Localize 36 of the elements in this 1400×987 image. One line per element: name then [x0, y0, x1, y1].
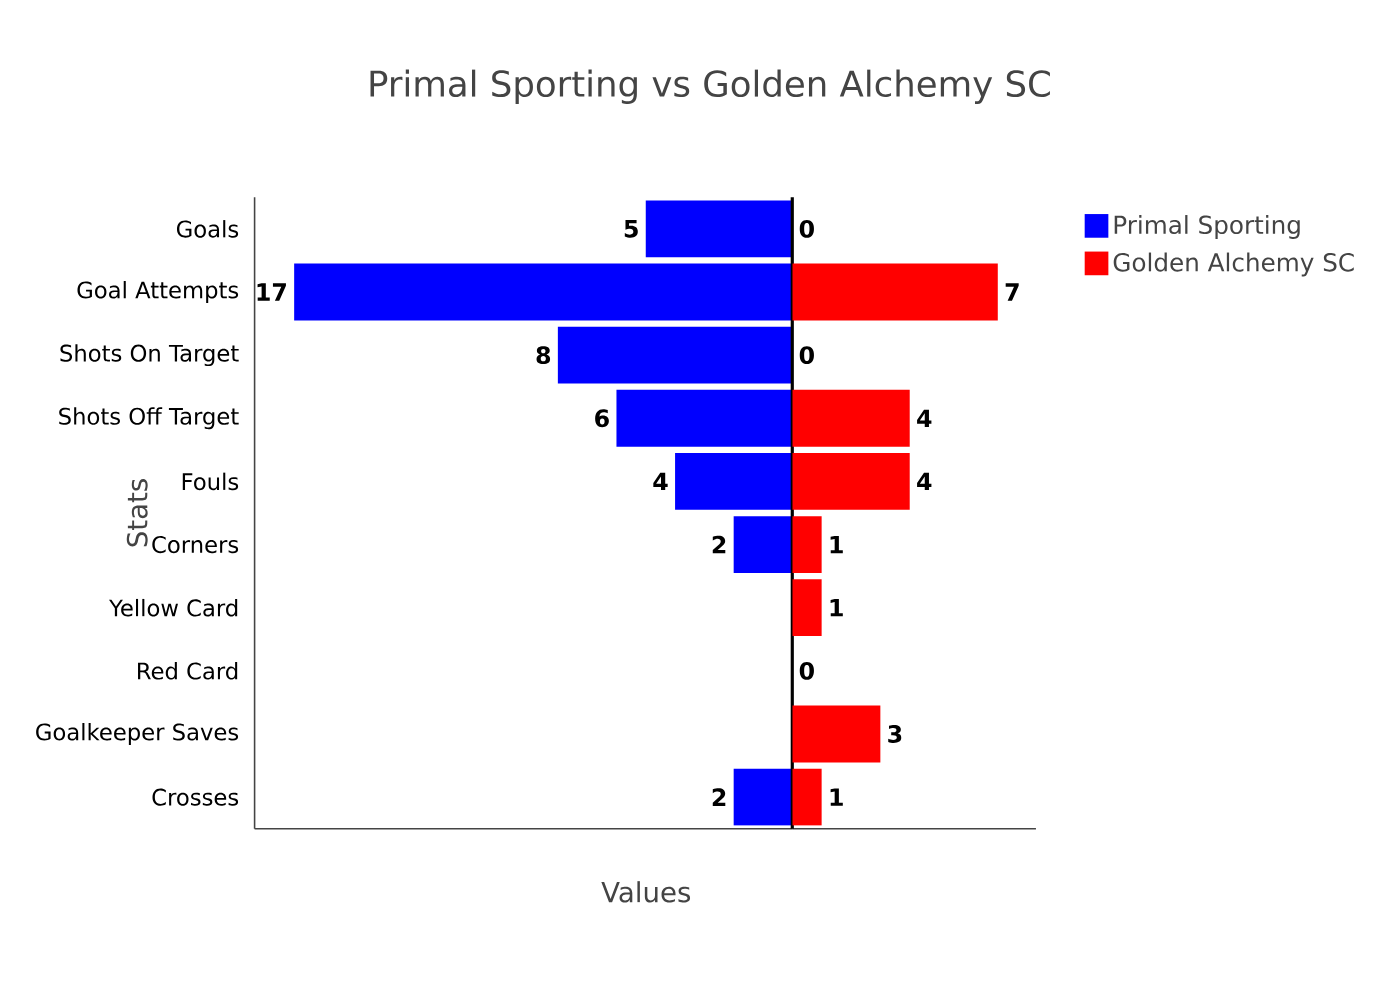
legend-label: Primal Sporting: [1114, 215, 1300, 240]
data-label: 0: [799, 662, 814, 681]
data-label: 3: [888, 725, 902, 744]
data-label: 7: [1005, 283, 1019, 301]
bar: [792, 705, 881, 763]
data-label: 4: [917, 473, 932, 491]
data-label: 1: [830, 536, 843, 554]
y-axis-title: Stats: [126, 479, 148, 547]
y-tick-label: Yellow Card: [109, 599, 238, 617]
data-label: 0: [799, 220, 814, 239]
y-tick-label: Goals: [176, 220, 239, 238]
y-tick-label: Corners: [152, 536, 239, 554]
data-label: 4: [917, 409, 932, 428]
data-label: 2: [712, 788, 726, 807]
y-tick-label: Crosses: [152, 788, 239, 806]
data-label: 17: [257, 283, 286, 301]
y-tick-label: Goal Attempts: [77, 281, 239, 304]
data-label: 6: [595, 409, 609, 428]
legend-label: Golden Alchemy SC: [1113, 252, 1354, 277]
data-label: 1: [830, 599, 843, 617]
data-label: 0: [799, 346, 814, 365]
y-tick-label: Red Card: [138, 662, 238, 680]
x-axis-title: Values: [601, 881, 691, 903]
data-label: 8: [536, 346, 551, 365]
y-tick-label: Shots Off Target: [59, 407, 239, 430]
y-tick-label: Shots On Target: [60, 344, 239, 367]
data-label: 4: [653, 473, 668, 491]
bar: [557, 326, 793, 384]
y-tick-label: Goalkeeper Saves: [36, 723, 239, 746]
data-label: 5: [624, 220, 638, 238]
bar: [645, 200, 793, 258]
y-tick-label: Fouls: [182, 472, 239, 491]
data-label: 2: [712, 536, 726, 554]
chart-title: Primal Sporting vs Golden Alchemy SC: [370, 69, 1050, 105]
bar: [792, 579, 822, 637]
data-label: 1: [830, 788, 843, 806]
